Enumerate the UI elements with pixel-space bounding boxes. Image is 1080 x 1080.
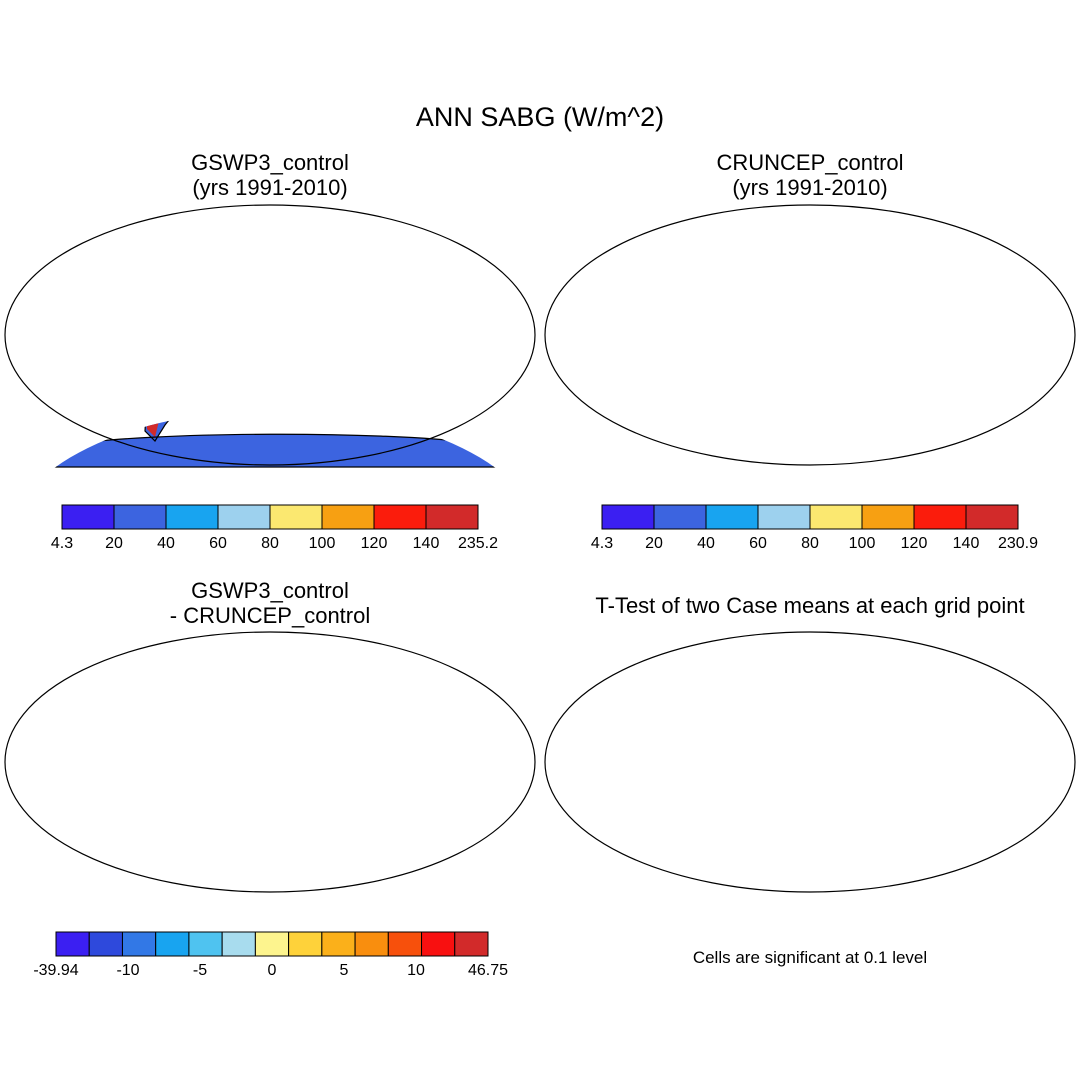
colorbar-tick-label: 4.3: [591, 535, 613, 552]
colorbar-tick-label: -10: [116, 962, 139, 979]
colorbar-swatch: [373, 504, 427, 530]
colorbar-swatch: [121, 931, 157, 957]
panel-title-cruncep: CRUNCEP_control (yrs 1991-2010): [716, 150, 904, 200]
colorbar-diff: -39.94 -10 -5 0 5 10 46.75: [33, 931, 508, 979]
colorbar-swatch: [354, 931, 389, 957]
colorbar-tick-label: 120: [361, 535, 388, 552]
colorbar-swatch: [965, 504, 1019, 530]
colorbar-swatch: [757, 504, 811, 530]
panel-title-ttest: T-Test of two Case means at each grid po…: [595, 593, 1025, 618]
colorbar-tick-label: 230.9: [998, 535, 1038, 552]
colorbar-tick-label: 235.2: [458, 535, 498, 552]
colorbar-tick-label: 60: [209, 535, 227, 552]
panel-title-diff: GSWP3_control - CRUNCEP_control: [169, 578, 371, 628]
colorbar-gswp3: 4.3 20 40 60 80 100 120 140 235.2: [51, 504, 498, 552]
colorbar-swatch: [88, 931, 123, 957]
colorbar-tick-label: 4.3: [51, 535, 73, 552]
colorbar-swatch: [705, 504, 759, 530]
colorbar-tick-label: 46.75: [468, 962, 508, 979]
ttest-note: Cells are significant at 0.1 level: [692, 948, 928, 967]
colorbar-tick-label: 20: [645, 535, 663, 552]
colorbar-swatch: [809, 504, 863, 530]
colorbar-swatch: [321, 931, 356, 957]
colorbar-swatch: [288, 931, 323, 957]
colorbar-swatch: [165, 504, 219, 530]
map-diff: [4, 631, 536, 893]
colorbar-tick-label: 140: [413, 535, 440, 552]
colorbar-tick-label: 0: [268, 962, 277, 979]
colorbar-tick-label: 120: [901, 535, 928, 552]
colorbar-swatch: [454, 931, 489, 957]
colorbar-cruncep: 4.3 20 40 60 80 100 120 140 230.9: [591, 504, 1038, 552]
colorbar-swatch: [421, 931, 456, 957]
colorbar-swatch: [217, 504, 271, 530]
colorbar-swatch: [913, 504, 967, 530]
colorbar-swatch: [155, 931, 190, 957]
map-cruncep: [544, 204, 1076, 466]
colorbar-tick-label: -39.94: [33, 962, 78, 979]
map-gswp3: [4, 204, 536, 468]
colorbar-swatch: [61, 504, 115, 530]
colorbar-tick-label: 100: [309, 535, 336, 552]
colorbar-swatch: [269, 504, 323, 530]
colorbar-tick-label: -5: [193, 962, 207, 979]
colorbar-swatch: [425, 504, 479, 530]
figure-title: ANN SABG (W/m^2): [415, 102, 665, 132]
colorbar-swatch: [113, 504, 167, 530]
colorbar-tick-label: 20: [105, 535, 123, 552]
colorbar-swatch: [221, 931, 256, 957]
colorbar-swatch: [188, 931, 223, 957]
map-ttest: [544, 631, 1076, 893]
colorbar-swatch: [387, 931, 423, 957]
colorbar-tick-label: 40: [697, 535, 715, 552]
colorbar-swatch: [861, 504, 915, 530]
panel-title-gswp3: GSWP3_control (yrs 1991-2010): [191, 150, 349, 200]
colorbar-tick-label: 80: [261, 535, 279, 552]
colorbar-tick-label: 60: [749, 535, 767, 552]
colorbar-tick-label: 80: [801, 535, 819, 552]
colorbar-tick-label: 10: [407, 962, 425, 979]
colorbar-tick-label: 5: [340, 962, 349, 979]
colorbar-swatch: [321, 504, 375, 530]
colorbar-swatch: [55, 931, 90, 957]
colorbar-tick-label: 100: [849, 535, 876, 552]
colorbar-swatch: [254, 931, 290, 957]
colorbar-tick-label: 140: [953, 535, 980, 552]
colorbar-swatch: [601, 504, 655, 530]
colorbar-swatch: [653, 504, 707, 530]
colorbar-tick-label: 40: [157, 535, 175, 552]
